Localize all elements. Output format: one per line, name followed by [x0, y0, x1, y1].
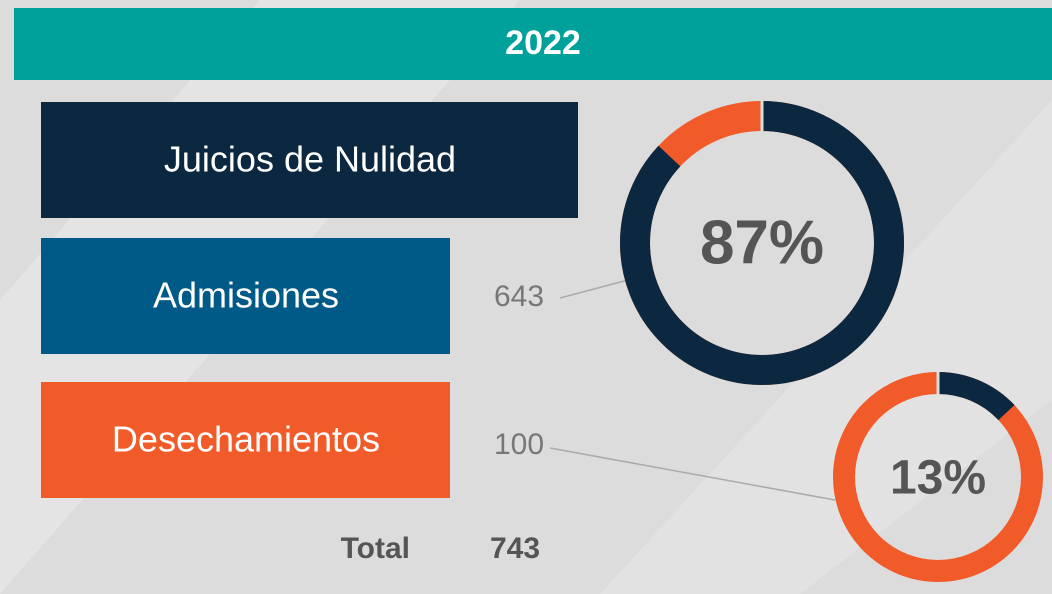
- donut-label: 13%: [890, 452, 986, 505]
- row-box: [41, 238, 450, 354]
- row-label: Juicios de Nulidad: [164, 139, 456, 180]
- row-value: 100: [494, 428, 544, 461]
- leader-line: [549, 447, 836, 501]
- row-box: [41, 102, 578, 218]
- donut-label: 87%: [700, 208, 824, 277]
- header-bar: [14, 8, 1052, 80]
- leader-line: [559, 279, 629, 299]
- row-value: 643: [494, 280, 544, 313]
- total-label: Total: [341, 532, 410, 565]
- donut: 13%: [833, 372, 1043, 582]
- donut: 87%: [620, 101, 904, 385]
- row-box: [41, 382, 450, 498]
- row-label: Desechamientos: [112, 419, 380, 460]
- row-label: Admisiones: [153, 275, 339, 316]
- header-title: 2022: [505, 24, 581, 62]
- total-value: 743: [490, 532, 540, 565]
